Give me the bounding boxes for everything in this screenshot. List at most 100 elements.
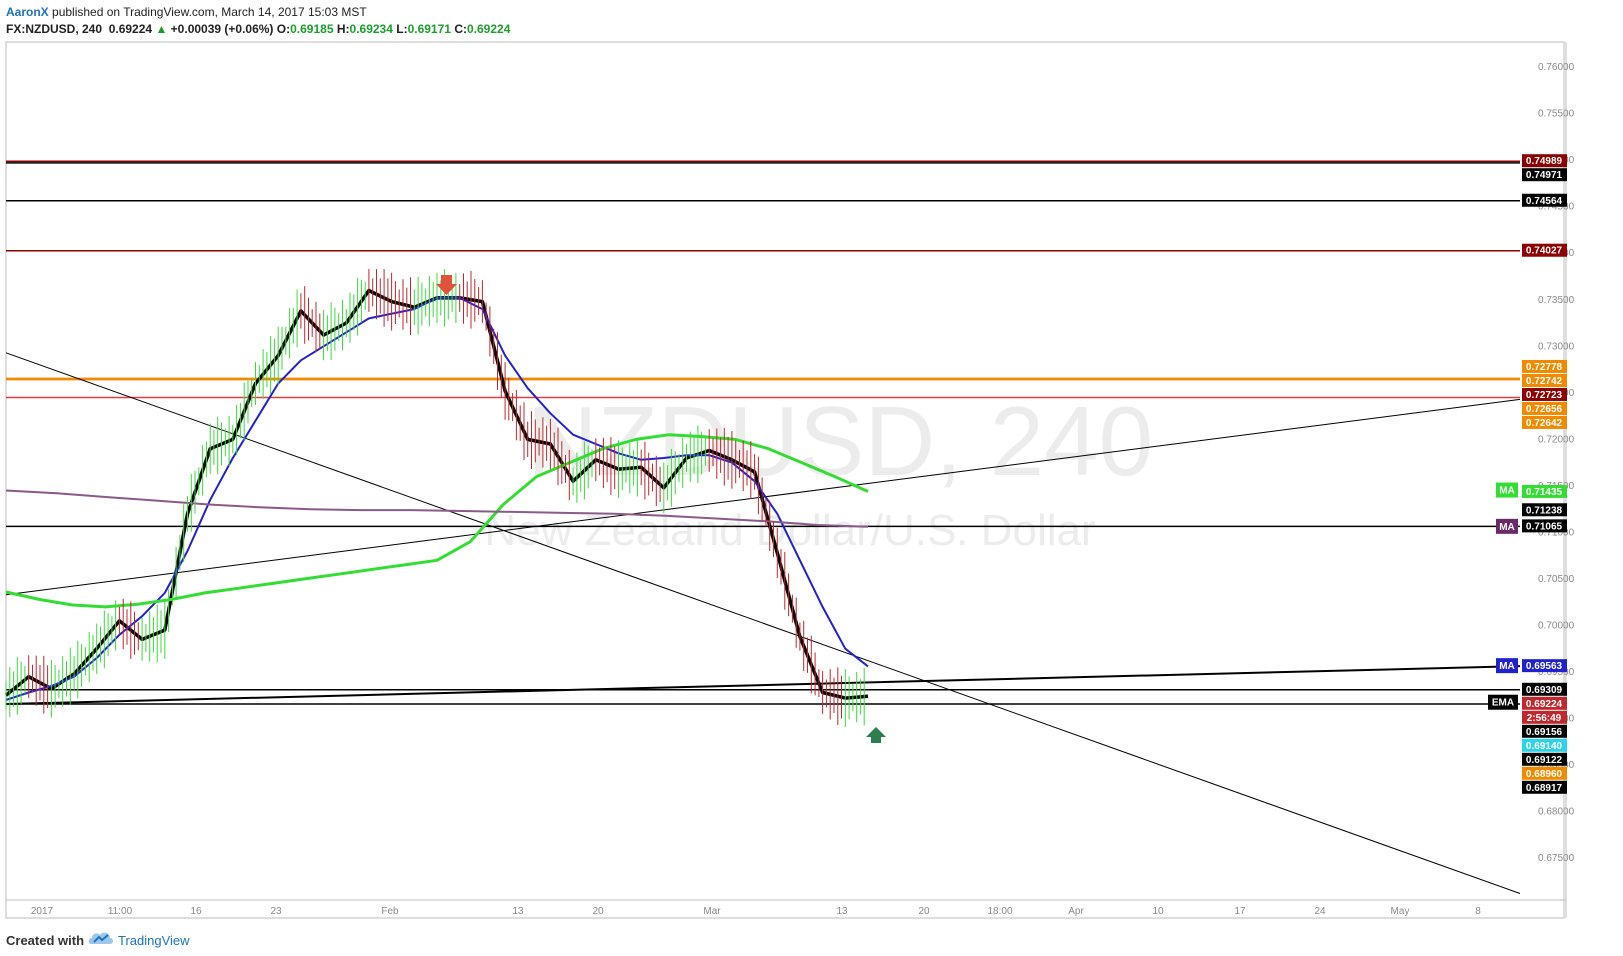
published-text: published on TradingView.com, March 14, … <box>52 5 367 19</box>
price-label-8: 0.72642 <box>1526 418 1563 429</box>
price-label-16: 0.69156 <box>1526 727 1563 738</box>
open-value: 0.69185 <box>290 22 334 36</box>
chart-frame <box>5 41 1565 919</box>
price-label-15: 2:56:49 <box>1527 713 1562 724</box>
indicator-tags: MA MA MA EMA <box>1488 482 1518 710</box>
time-tick-15: May <box>1391 906 1410 917</box>
price-label-14: 0.69224 <box>1526 699 1563 710</box>
price-tick-0: 0.67500 <box>1538 853 1575 864</box>
price-label-7: 0.72656 <box>1526 404 1563 415</box>
price-label-11: 0.71065 <box>1526 521 1563 532</box>
close-label: C: <box>454 22 467 36</box>
price-label-box-8 <box>1522 415 1567 429</box>
price-label-5: 0.72742 <box>1526 376 1563 387</box>
price-label-box-2 <box>1522 193 1567 207</box>
change-arrow-icon: ▲ <box>155 22 168 36</box>
indicator-tag-3: EMA <box>1492 698 1514 709</box>
price-label-20: 0.68917 <box>1526 783 1563 794</box>
indicator-tag-1: MA <box>1499 522 1515 533</box>
low-label: L: <box>396 22 408 36</box>
price-tick-17: 0.76000 <box>1538 62 1575 73</box>
indicator-tag-box-2 <box>1496 658 1518 674</box>
time-tick-5: 13 <box>512 906 524 917</box>
price-label-3: 0.74027 <box>1526 246 1563 257</box>
price-label-1: 0.74971 <box>1526 170 1563 181</box>
price-chart[interactable]: NZDUSD, 240 New Zealand Dollar/U.S. Doll… <box>0 0 1623 924</box>
price-label-box-7 <box>1522 401 1567 415</box>
close-value: 0.69224 <box>466 22 511 36</box>
price-tick-7: 0.71000 <box>1538 527 1575 538</box>
price-label-box-1 <box>1522 168 1567 182</box>
time-tick-16: 8 <box>1475 906 1481 917</box>
price-label-box-14 <box>1522 696 1567 710</box>
indicator-tag-0: MA <box>1499 486 1515 497</box>
price-label-0: 0.74989 <box>1526 156 1563 167</box>
price-label-box-16 <box>1522 724 1567 738</box>
low-value: 0.69171 <box>407 22 451 36</box>
symbol-label: FX:NZDUSD, 240 <box>6 22 103 36</box>
indicator-tag-box-1 <box>1496 518 1518 534</box>
indicator-tag-box-0 <box>1496 482 1518 498</box>
tradingview-logo-icon[interactable] <box>88 930 114 948</box>
open-label: O: <box>276 22 291 36</box>
price-label-2: 0.74564 <box>1526 196 1563 207</box>
time-tick-4: Feb <box>381 906 399 917</box>
price-label-box-13 <box>1522 682 1567 696</box>
price-tick-16: 0.75500 <box>1538 109 1575 120</box>
price-tick-12: 0.73500 <box>1538 295 1575 306</box>
author-link[interactable]: AaronX <box>6 5 49 19</box>
price-label-6: 0.72723 <box>1526 390 1563 401</box>
time-tick-2: 16 <box>190 906 202 917</box>
time-axis-ticks: 2017 11:00 16 23 Feb 13 20 Mar 13 20 18:00 Apr 10 17 2… <box>31 906 1481 917</box>
price-label-18: 0.69122 <box>1526 755 1563 766</box>
trendline-0 <box>5 665 1521 706</box>
price-labels: 0.74989 0.74971 0.74564 0.74027 0.72778 0.727… <box>1522 154 1567 794</box>
high-value: 0.69234 <box>349 22 393 36</box>
price-tick-5: 0.70000 <box>1538 620 1575 631</box>
indicator-tag-box-3 <box>1488 694 1518 710</box>
price-tick-11: 0.73000 <box>1538 341 1575 352</box>
time-tick-0: 2017 <box>31 906 54 917</box>
price-label-12: 0.69563 <box>1526 661 1563 672</box>
price-label-box-12 <box>1522 659 1567 673</box>
horizontal-levels <box>6 160 1520 705</box>
price-label-4: 0.72778 <box>1526 362 1563 373</box>
price-label-box-18 <box>1522 752 1567 766</box>
time-tick-3: 23 <box>270 906 282 917</box>
markers <box>436 275 886 743</box>
price-label-box-3 <box>1522 243 1567 257</box>
price-label-box-11 <box>1522 519 1567 533</box>
price-label-box-4 <box>1522 359 1567 373</box>
price-tick-1: 0.68000 <box>1538 807 1575 818</box>
high-label: H: <box>336 22 350 36</box>
price-bars <box>5 269 865 727</box>
trendline-2 <box>5 352 1521 894</box>
price-label-box-19 <box>1522 766 1567 780</box>
price-label-box-0 <box>1522 154 1567 168</box>
price-tick-9: 0.72000 <box>1538 434 1575 445</box>
footer-brand-link[interactable]: TradingView <box>118 933 190 948</box>
time-tick-10: 18:00 <box>987 906 1012 917</box>
symbol-info: FX:NZDUSD, 240 0.69224 ▲ +0.00039 (+0.06… <box>6 22 510 36</box>
time-tick-11: Apr <box>1068 906 1084 917</box>
price-label-10: 0.71238 <box>1526 505 1563 516</box>
price-tick-4: 0.69500 <box>1538 667 1575 678</box>
series-line-3 <box>5 489 869 528</box>
price-change: +0.00039 (+0.06%) <box>170 22 274 36</box>
price-label-17: 0.69140 <box>1526 741 1563 752</box>
last-price: 0.69224 <box>108 22 153 36</box>
time-tick-7: Mar <box>703 906 721 917</box>
time-tick-13: 17 <box>1234 906 1246 917</box>
time-tick-14: 24 <box>1314 906 1326 917</box>
publish-info: AaronX published on TradingView.com, Mar… <box>6 5 367 19</box>
price-label-13: 0.69309 <box>1526 685 1563 696</box>
up-arrow-marker-icon <box>866 727 886 743</box>
footer-created-text: Created with <box>6 933 85 948</box>
price-label-9: 0.71435 <box>1526 487 1563 498</box>
time-tick-1: 11:00 <box>108 906 133 917</box>
chart-header: AaronX published on TradingView.com, Mar… <box>0 0 1623 40</box>
time-tick-6: 20 <box>592 906 604 917</box>
price-label-box-20 <box>1522 780 1567 794</box>
indicator-tag-2: MA <box>1499 661 1515 672</box>
price-tick-6: 0.70500 <box>1538 574 1575 585</box>
